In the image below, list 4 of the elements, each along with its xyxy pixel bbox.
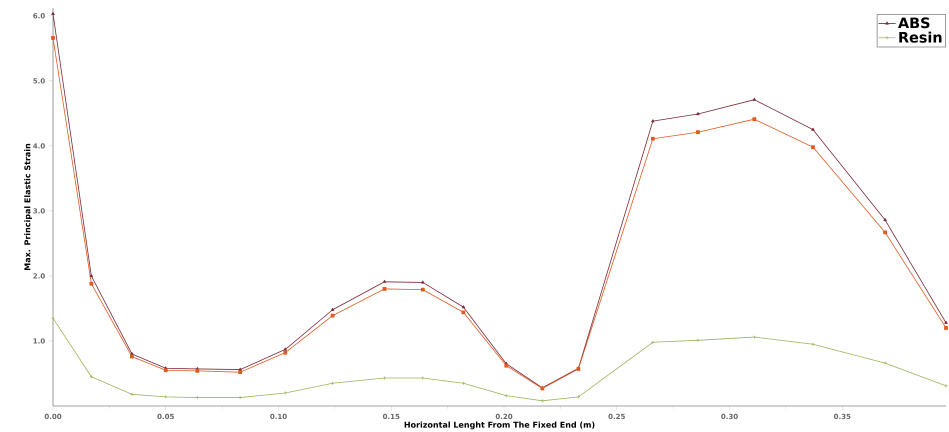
y-axis-title: Max. Principal Elastic Strain [24,144,32,270]
legend-label: Resin [899,32,942,43]
legend-label: ABS [898,17,930,28]
x-axis-title: Horizontal Lenght From The Fixed End (m) [404,422,594,430]
